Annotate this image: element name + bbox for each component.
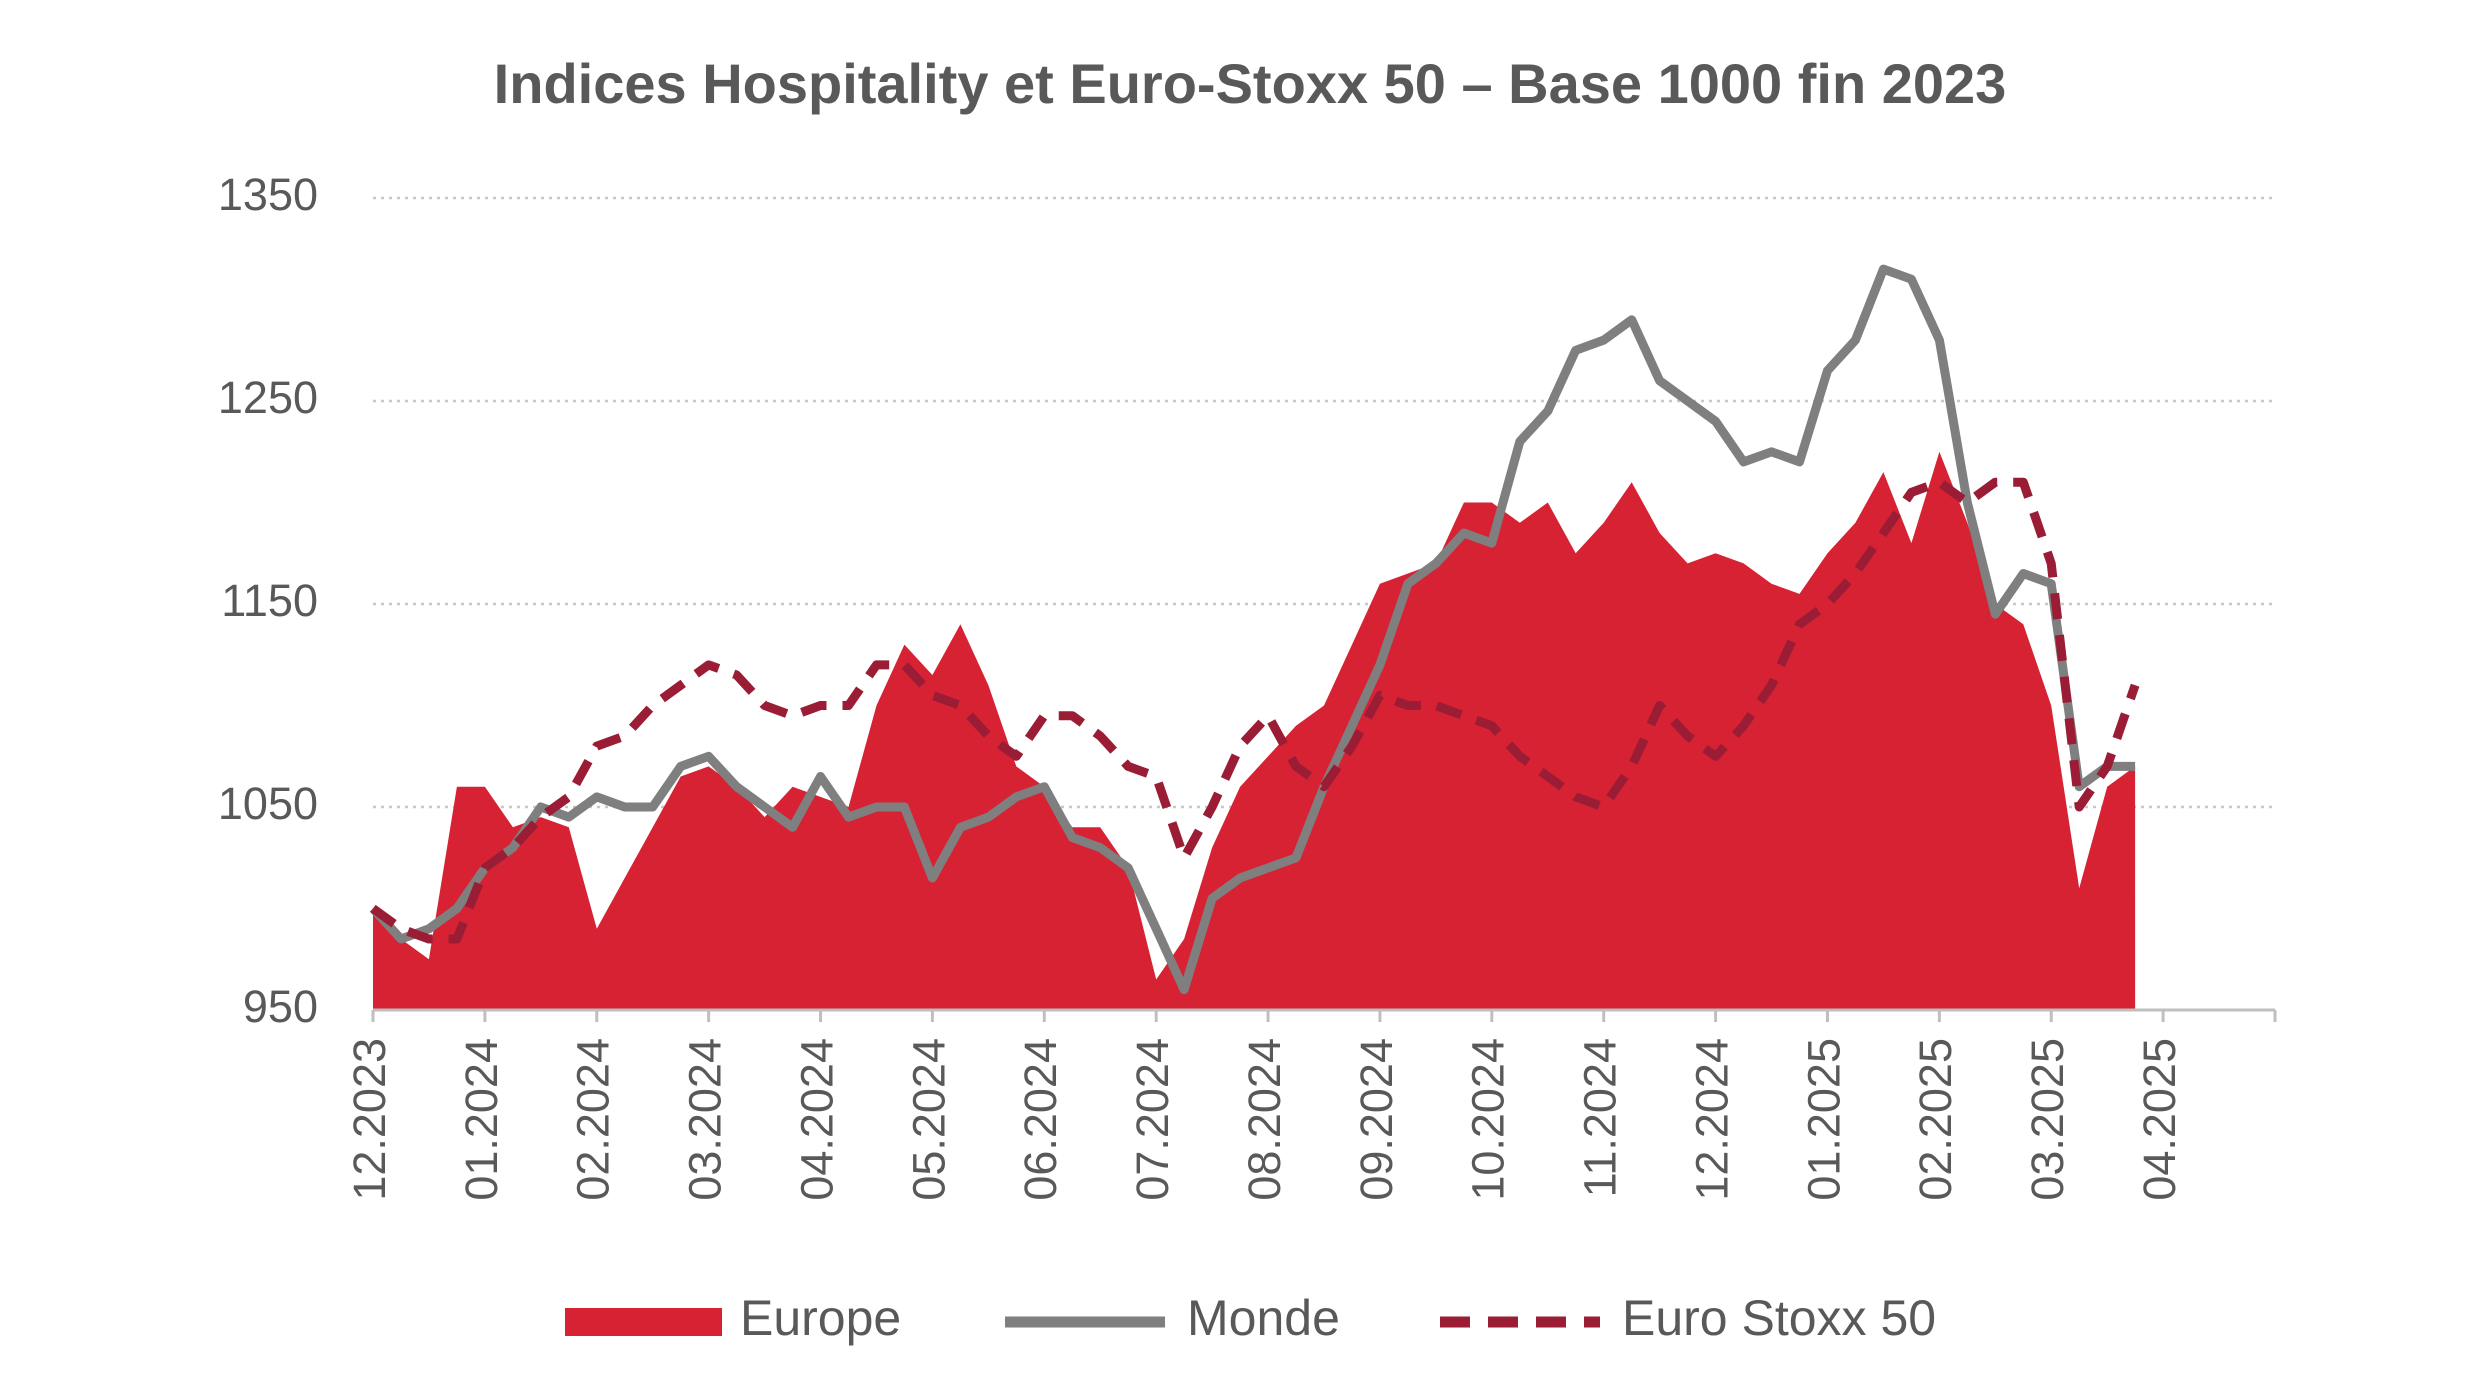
legend-label: Monde [1187,1290,1340,1346]
chart-title: Indices Hospitality et Euro-Stoxx 50 – B… [494,52,2007,115]
legend-label: Europe [740,1290,901,1346]
x-tick-label: 08.2024 [1239,1038,1290,1201]
x-tick-label: 10.2024 [1463,1038,1514,1201]
x-tick-label: 03.2024 [680,1038,731,1201]
y-tick-label: 1150 [221,575,318,626]
x-tick-label: 12.2024 [1686,1038,1737,1201]
x-tick-label: 01.2024 [456,1038,507,1201]
x-tick-label: 11.2024 [1575,1038,1626,1197]
legend-swatch [565,1308,722,1336]
x-tick-label: 03.2025 [2022,1038,2073,1201]
x-tick-label: 02.2025 [1910,1038,1961,1201]
x-tick-label: 04.2025 [2134,1038,2185,1201]
y-tick-label: 1350 [218,169,318,220]
legend-label: Euro Stoxx 50 [1622,1290,1936,1346]
y-tick-label: 1050 [218,778,318,829]
x-tick-label: 12.2023 [344,1038,395,1201]
x-tick-label: 07.2024 [1127,1038,1178,1201]
x-tick-label: 02.2024 [568,1038,619,1201]
x-tick-label: 06.2024 [1015,1038,1066,1201]
x-tick-label: 01.2025 [1798,1038,1849,1201]
area [373,451,2136,1010]
y-tick-label: 950 [243,981,318,1032]
x-tick-label: 09.2024 [1351,1038,1402,1201]
x-tick-label: 04.2024 [791,1038,842,1201]
dashed-line [370,477,2140,944]
line [369,264,2136,995]
x-tick-label: 05.2024 [903,1038,954,1201]
y-tick-label: 1250 [218,372,318,423]
